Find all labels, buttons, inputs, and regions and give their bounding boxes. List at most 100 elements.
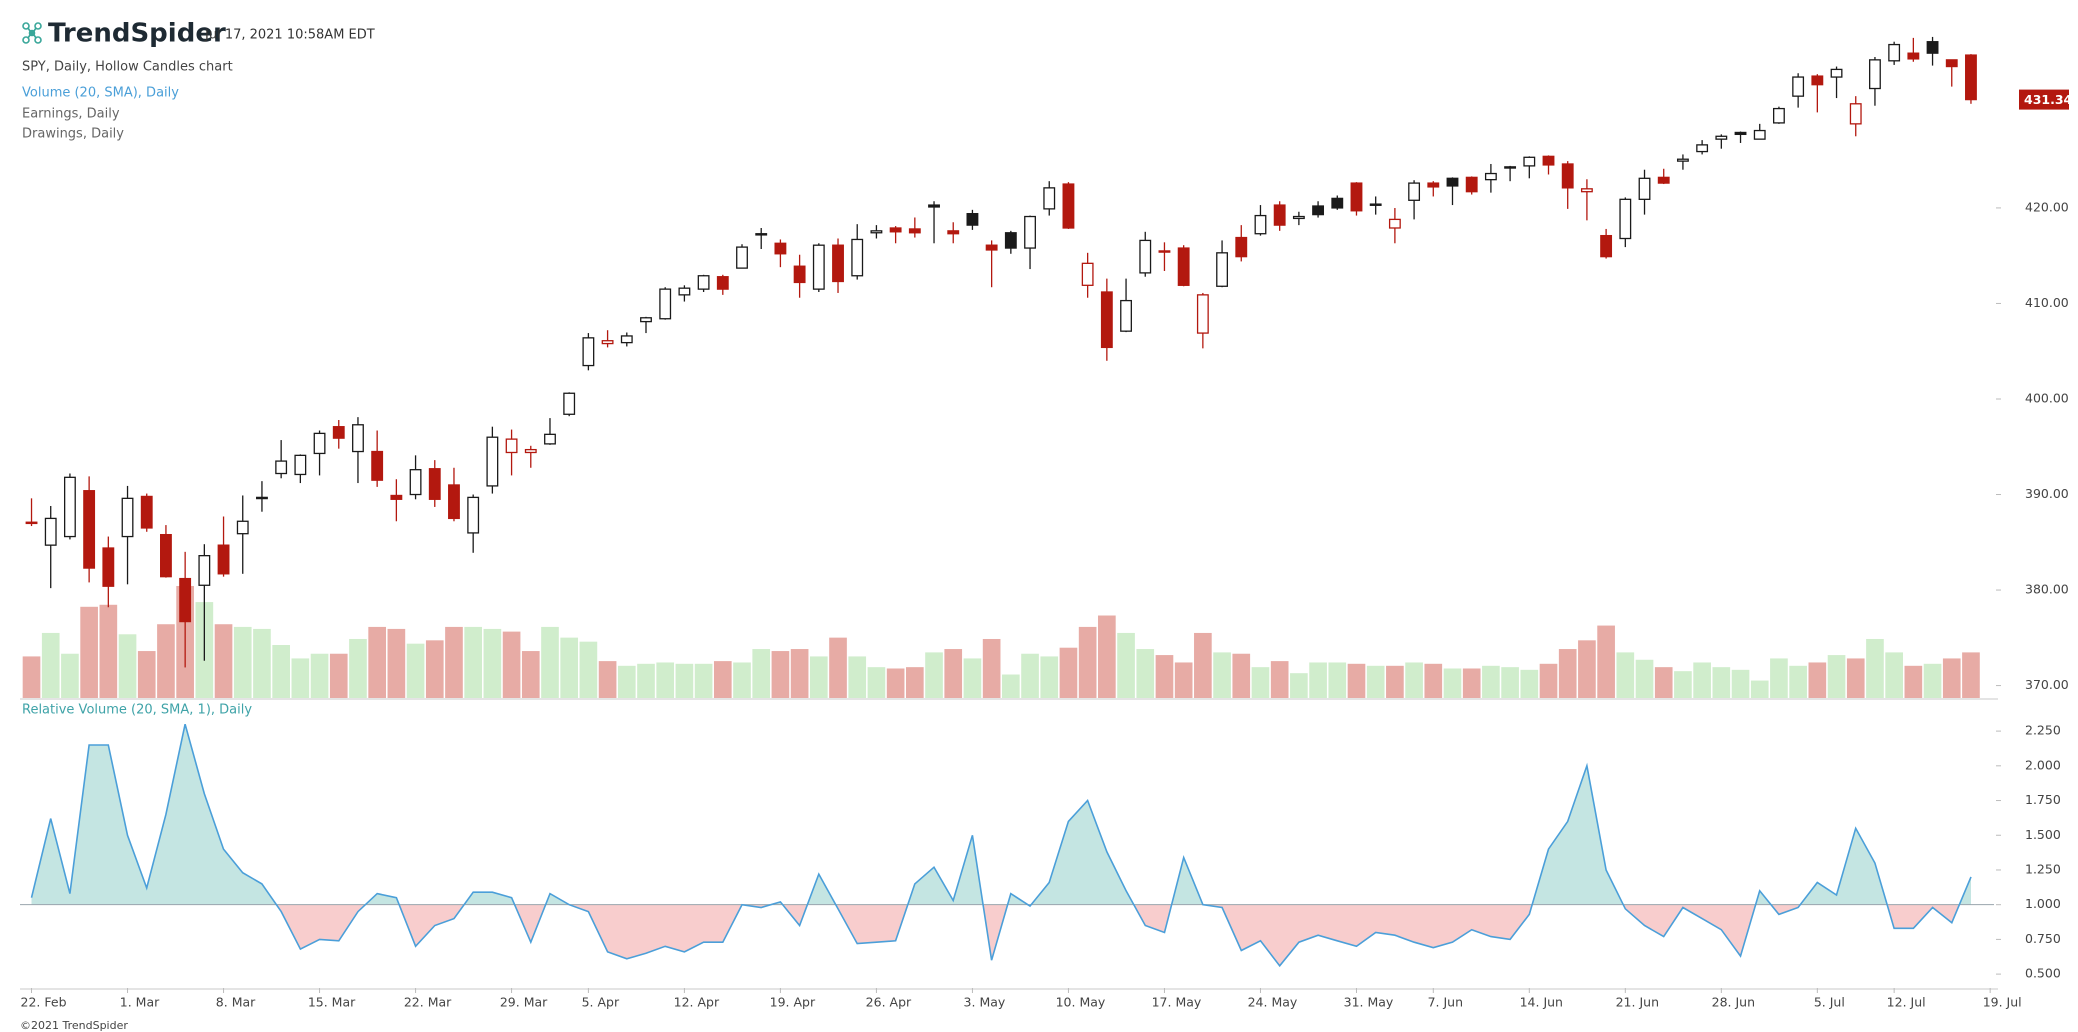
candle-body	[544, 433, 556, 445]
indicator-label[interactable]: Earnings, Daily	[22, 107, 120, 122]
x-tick-label: 10. May	[1056, 995, 1106, 1010]
candle-body	[1926, 41, 1939, 54]
candle-body	[198, 555, 211, 586]
volume-bar	[1654, 667, 1673, 698]
volume-bar	[1770, 658, 1788, 698]
chart-title: SPY, Daily, Hollow Candles chart	[22, 60, 233, 75]
volume-bar	[1213, 652, 1231, 698]
indicator-label[interactable]: Drawings, Daily	[22, 127, 124, 142]
x-tick-label: 17. May	[1152, 995, 1202, 1010]
x-tick-label: 15. Mar	[308, 995, 356, 1010]
area-below	[31, 904, 1971, 966]
candle-body	[1773, 107, 1785, 124]
volume-bar	[1482, 665, 1500, 698]
volume-bar	[944, 649, 963, 698]
candle-body	[1196, 294, 1209, 334]
candle-body	[467, 496, 480, 534]
candle-body	[179, 577, 192, 623]
candle-body	[1696, 144, 1709, 153]
volume-bar	[771, 651, 790, 698]
candle-body	[582, 337, 595, 367]
candle-body	[601, 340, 614, 345]
volume-bar	[1078, 626, 1097, 698]
indicator-title[interactable]: Relative Volume (20, SMA, 1), Daily	[22, 703, 252, 718]
candle-body	[1312, 205, 1325, 216]
candle-body	[812, 244, 825, 290]
volume-bar	[464, 626, 483, 698]
x-tick-label: 7. Jun	[1428, 995, 1463, 1010]
candle-body	[793, 265, 806, 284]
volume-bar	[560, 637, 579, 698]
volume-bar	[1251, 667, 1270, 698]
volume-bar	[61, 653, 79, 698]
x-tick-label: 21. Jun	[1616, 995, 1659, 1010]
volume-bar	[1712, 667, 1731, 698]
volume-bar	[1885, 652, 1903, 698]
volume-bar	[118, 634, 137, 698]
volume-bar	[1270, 661, 1289, 698]
candle-body	[1273, 204, 1286, 226]
y-tick-label: 420.00	[2025, 199, 2069, 214]
candle-body	[236, 520, 249, 535]
candle-body	[1676, 158, 1689, 162]
volume-bar	[829, 637, 847, 698]
volume-bar	[1021, 653, 1039, 698]
volume-bar	[1347, 663, 1366, 698]
candle-body	[102, 547, 115, 587]
candle-body	[985, 244, 998, 251]
volume-bar	[886, 668, 905, 698]
candle-body	[1523, 156, 1536, 167]
volume-bar	[425, 640, 444, 698]
candle-body	[928, 204, 940, 208]
candle-body	[1081, 262, 1094, 286]
candle-body	[1965, 54, 1977, 101]
y-tick-label: 0.750	[2025, 931, 2061, 946]
volume-bar	[1597, 625, 1615, 698]
volume-bar	[1194, 632, 1212, 698]
volume-bar	[617, 665, 636, 698]
indicator-label[interactable]: Volume (20, SMA), Daily	[22, 86, 179, 101]
candle-body	[1484, 172, 1497, 181]
volume-bar	[733, 662, 751, 698]
volume-bar	[1501, 667, 1519, 698]
candle-body	[505, 438, 518, 454]
volume-bar	[502, 631, 521, 698]
candle-body	[371, 450, 384, 481]
candle-body	[620, 335, 633, 344]
x-tick-label: 31. May	[1344, 995, 1394, 1010]
volume-bar	[272, 645, 290, 698]
volume-bar	[445, 626, 463, 698]
candle-body	[1715, 135, 1728, 140]
candle-body	[1100, 291, 1113, 349]
candle-body	[1465, 176, 1478, 193]
candle-body	[1561, 163, 1574, 189]
y-tick-label: 380.00	[2025, 582, 2069, 597]
y-tick-label: 1.500	[2025, 827, 2061, 842]
candle-body	[1504, 166, 1517, 169]
volume-bar	[329, 653, 348, 698]
volume-bar	[675, 663, 694, 698]
candle-body	[1945, 59, 1958, 68]
volume-bar	[387, 628, 406, 698]
candle-body	[1004, 232, 1017, 249]
candle-body	[25, 521, 38, 525]
volume-bar	[1002, 674, 1020, 698]
x-tick-label: 5. Jul	[1814, 995, 1845, 1010]
candle-body	[1600, 234, 1613, 258]
volume-bar	[1117, 632, 1135, 698]
volume-bar	[1789, 665, 1807, 698]
volume-bar	[349, 638, 367, 698]
candle-body	[947, 230, 960, 235]
volume-bar	[368, 626, 386, 698]
volume-bar	[1808, 662, 1827, 698]
volume-bar	[1059, 647, 1078, 698]
candle-body	[1619, 198, 1632, 240]
y-tick-label: 1.000	[2025, 896, 2061, 911]
candle-body	[217, 544, 230, 575]
volume-bar	[1462, 668, 1481, 698]
y-tick-label: 400.00	[2025, 390, 2069, 405]
volume-bar	[1616, 652, 1635, 698]
x-tick-label: 12. Jul	[1887, 995, 1926, 1010]
candle-body	[697, 275, 710, 290]
